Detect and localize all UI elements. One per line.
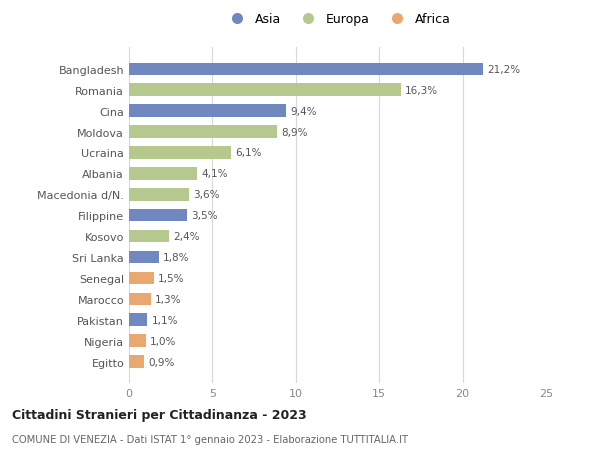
Bar	[129, 335, 146, 347]
Text: 6,1%: 6,1%	[235, 148, 262, 158]
Bar	[129, 147, 231, 159]
Bar	[129, 314, 148, 326]
Bar	[129, 272, 154, 285]
Bar	[129, 356, 144, 368]
Text: 3,6%: 3,6%	[193, 190, 220, 200]
Text: 1,1%: 1,1%	[152, 315, 178, 325]
Text: 1,0%: 1,0%	[150, 336, 176, 346]
Text: 1,3%: 1,3%	[155, 294, 181, 304]
Text: 1,8%: 1,8%	[163, 252, 190, 263]
Text: 2,4%: 2,4%	[173, 232, 200, 241]
Text: Cittadini Stranieri per Cittadinanza - 2023: Cittadini Stranieri per Cittadinanza - 2…	[12, 409, 307, 421]
Text: 9,4%: 9,4%	[290, 106, 316, 117]
Bar	[129, 105, 286, 118]
Text: 21,2%: 21,2%	[487, 65, 520, 75]
Legend: Asia, Europa, Africa: Asia, Europa, Africa	[222, 11, 453, 29]
Bar	[129, 84, 401, 97]
Text: 4,1%: 4,1%	[202, 169, 228, 179]
Text: COMUNE DI VENEZIA - Dati ISTAT 1° gennaio 2023 - Elaborazione TUTTITALIA.IT: COMUNE DI VENEZIA - Dati ISTAT 1° gennai…	[12, 434, 408, 444]
Text: 1,5%: 1,5%	[158, 273, 185, 283]
Text: 0,9%: 0,9%	[148, 357, 175, 367]
Text: 3,5%: 3,5%	[191, 211, 218, 221]
Text: 16,3%: 16,3%	[405, 85, 438, 95]
Bar	[129, 189, 189, 201]
Bar	[129, 63, 482, 76]
Text: 8,9%: 8,9%	[281, 127, 308, 137]
Bar	[129, 126, 277, 139]
Bar	[129, 230, 169, 243]
Bar	[129, 293, 151, 305]
Bar	[129, 251, 159, 264]
Bar	[129, 168, 197, 180]
Bar	[129, 209, 187, 222]
